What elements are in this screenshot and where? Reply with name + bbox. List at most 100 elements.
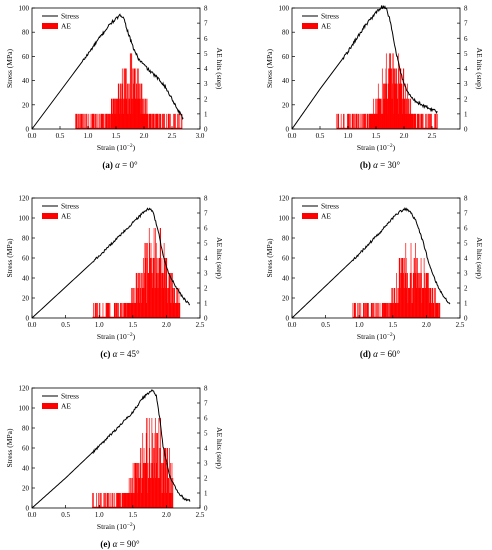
ae-bar: [178, 288, 180, 318]
ae-bar: [396, 303, 398, 318]
y-tick-label: 40: [282, 275, 290, 283]
ae-bar: [374, 303, 376, 318]
ae-bar: [153, 113, 154, 129]
ae-bar: [360, 303, 362, 318]
ae-bar: [384, 83, 385, 129]
ae-bar: [383, 83, 385, 129]
ae-bar: [147, 463, 149, 508]
ae-bar: [364, 113, 366, 129]
ae-bar: [95, 303, 96, 318]
ae-bar: [156, 113, 158, 129]
ae-bar: [164, 448, 166, 508]
ae-bar: [399, 258, 401, 318]
ae-bar: [177, 288, 179, 318]
ae-bar: [137, 478, 139, 508]
ae-bar: [78, 113, 80, 129]
ae-bar: [142, 288, 144, 318]
ae-bar: [376, 113, 378, 129]
y-tick-label: 80: [22, 425, 30, 433]
ae-bar: [110, 113, 112, 129]
ae-bar: [129, 493, 130, 508]
ae-bar: [390, 53, 392, 129]
ae-bar: [155, 113, 156, 129]
ae-bar: [166, 288, 168, 318]
ae-bar: [412, 113, 414, 129]
ae-bar: [389, 303, 391, 318]
ae-bar: [381, 68, 383, 129]
ae-bar: [172, 478, 174, 508]
ae-bar: [352, 113, 354, 129]
ae-bar: [409, 113, 410, 129]
ae-bar: [101, 113, 103, 129]
ae-bar: [143, 98, 144, 129]
ae-bar: [395, 68, 397, 129]
ae-bar: [436, 303, 438, 318]
ae-bar: [130, 113, 131, 129]
y-tick-label: 20: [22, 485, 30, 493]
ae-bar: [117, 493, 118, 508]
ae-bar: [130, 478, 131, 508]
y2-axis-label: AE hits (step): [215, 427, 224, 469]
ae-bar: [178, 303, 179, 318]
ae-bar: [76, 113, 78, 129]
ae-bar: [164, 258, 165, 318]
ae-bar: [163, 448, 165, 508]
ae-bar: [134, 288, 136, 318]
x-tick-label: 1.5: [372, 132, 381, 140]
y-tick-label: 60: [22, 255, 30, 263]
ae-bar: [128, 83, 130, 129]
ae-bar: [101, 113, 102, 129]
ae-bar: [397, 98, 398, 129]
ae-bar: [152, 478, 154, 508]
ae-bar: [354, 303, 356, 318]
ae-bar: [406, 273, 408, 318]
ae-bar: [366, 303, 367, 318]
ae-bar: [158, 258, 160, 318]
ae-bar: [120, 493, 122, 508]
ae-bar: [139, 83, 140, 129]
y-tick-label: 60: [22, 445, 30, 453]
ae-bar: [393, 83, 395, 129]
ae-bar: [407, 273, 408, 318]
ae-bar: [388, 303, 390, 318]
ae-bar: [81, 113, 83, 129]
ae-bar: [156, 463, 158, 508]
ae-bar: [94, 113, 96, 129]
ae-bar: [170, 463, 172, 508]
y2-tick-label: 7: [204, 20, 208, 28]
ae-bar: [115, 303, 117, 318]
ae-bar: [97, 303, 99, 318]
y2-tick-label: 0: [464, 315, 468, 323]
ae-bar: [149, 113, 151, 129]
ae-bar: [374, 113, 376, 129]
ae-bar: [167, 113, 169, 129]
x-tick-label: 1.0: [355, 321, 364, 329]
ae-bar: [165, 448, 167, 508]
ae-bar: [435, 303, 437, 318]
ae-bar: [163, 113, 164, 129]
ae-bar: [434, 113, 436, 129]
ae-bar: [148, 478, 150, 508]
ae-bar: [343, 113, 344, 129]
ae-bar: [385, 303, 387, 318]
panel-e: 0.0 0.5 1.0 1.5 2.0 2.50204060801001200123456…: [5, 385, 224, 550]
ae-bar: [181, 113, 182, 129]
y2-tick-label: 3: [204, 80, 208, 88]
ae-bar: [382, 113, 384, 129]
ae-bar: [359, 303, 360, 318]
ae-bar: [114, 303, 116, 318]
ae-bar: [368, 303, 369, 318]
x-tick-label: 0.0: [28, 321, 37, 329]
ae-bar: [357, 303, 359, 318]
ae-bar: [156, 433, 158, 508]
ae-bar: [142, 463, 144, 508]
ae-bar: [122, 493, 124, 508]
ae-bar: [120, 303, 122, 318]
ae-bar: [152, 113, 154, 129]
ae-bar: [170, 303, 172, 318]
ae-bar: [111, 98, 113, 129]
y-tick-label: 20: [22, 101, 30, 109]
ae-bar: [108, 493, 109, 508]
